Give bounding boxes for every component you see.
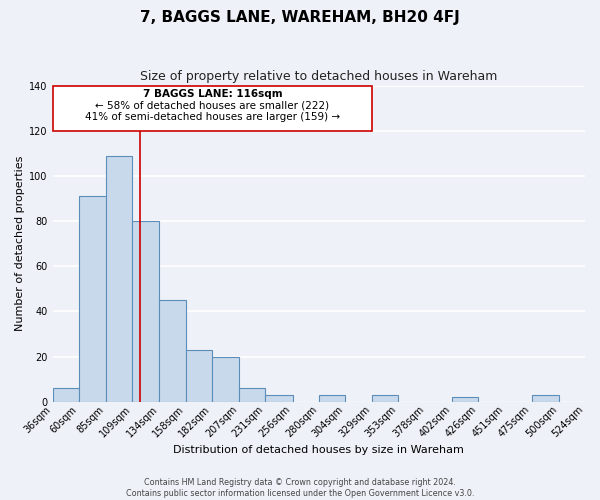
Bar bbox=[212, 356, 239, 402]
Bar bbox=[372, 395, 398, 402]
Bar bbox=[452, 397, 478, 402]
Bar bbox=[79, 196, 106, 402]
Bar bbox=[53, 388, 79, 402]
Bar bbox=[160, 300, 185, 402]
Text: Contains HM Land Registry data © Crown copyright and database right 2024.
Contai: Contains HM Land Registry data © Crown c… bbox=[126, 478, 474, 498]
Text: 7, BAGGS LANE, WAREHAM, BH20 4FJ: 7, BAGGS LANE, WAREHAM, BH20 4FJ bbox=[140, 10, 460, 25]
Bar bbox=[132, 221, 160, 402]
Bar bbox=[265, 395, 293, 402]
Bar bbox=[532, 395, 559, 402]
Text: 7 BAGGS LANE: 116sqm: 7 BAGGS LANE: 116sqm bbox=[143, 89, 282, 99]
X-axis label: Distribution of detached houses by size in Wareham: Distribution of detached houses by size … bbox=[173, 445, 464, 455]
Bar bbox=[106, 156, 132, 402]
Text: 41% of semi-detached houses are larger (159) →: 41% of semi-detached houses are larger (… bbox=[85, 112, 340, 122]
Bar bbox=[53, 86, 372, 130]
Bar bbox=[319, 395, 345, 402]
Bar bbox=[185, 350, 212, 402]
Text: ← 58% of detached houses are smaller (222): ← 58% of detached houses are smaller (22… bbox=[95, 100, 329, 110]
Bar bbox=[239, 388, 265, 402]
Title: Size of property relative to detached houses in Wareham: Size of property relative to detached ho… bbox=[140, 70, 497, 83]
Y-axis label: Number of detached properties: Number of detached properties bbox=[15, 156, 25, 332]
